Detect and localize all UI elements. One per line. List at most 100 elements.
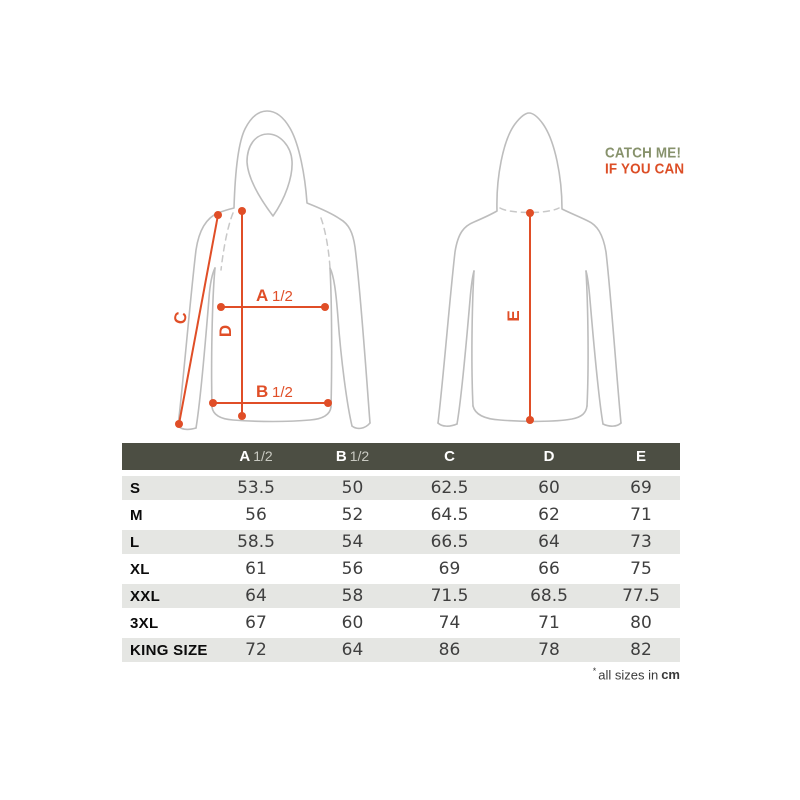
measurement-value: 53.5	[237, 478, 275, 498]
back-silhouette-outline	[437, 112, 622, 424]
back-collar-seam	[499, 207, 560, 214]
column-header-d: D	[496, 448, 602, 465]
measurement-b: B 1/2	[209, 382, 332, 407]
measurement-value: 71.5	[430, 586, 469, 606]
footnote-text: all sizes in	[598, 667, 659, 683]
column-letter: E	[635, 448, 646, 465]
back-right-sleeve-inner	[585, 270, 604, 425]
measurement-value: 78	[538, 640, 560, 660]
front-hood-opening	[246, 133, 293, 217]
measurement-value: 62	[538, 505, 560, 525]
measurement-label-a: A	[256, 286, 268, 305]
measurement-value: 56	[341, 559, 364, 579]
front-right-sleeve-inner	[329, 267, 353, 427]
size-table-body: S 53.5 50 62.5 60 69 M 56 52 64.5 62 71 L 58.5 54 66.5 6…	[122, 476, 680, 662]
measurement-dot	[214, 211, 222, 219]
measurement-dot	[209, 399, 217, 407]
back-right-cuff	[602, 422, 622, 427]
brand-slogan-line1: CATCH ME!	[605, 143, 682, 161]
measurement-value: 50	[341, 478, 364, 498]
size-row-m: M 56 52 64.5 62 71	[122, 503, 680, 527]
measurement-value: 73	[630, 532, 652, 552]
front-right-armhole-seam	[320, 217, 331, 269]
measurement-value: 66.5	[430, 532, 469, 552]
front-hem	[211, 406, 332, 423]
measurement-value: 64	[538, 532, 560, 552]
measurement-dot	[526, 209, 534, 217]
measurement-value: 69	[438, 559, 461, 579]
column-letter: D	[543, 448, 555, 465]
measurement-value: 64	[341, 640, 364, 660]
back-left-sleeve-inner	[456, 270, 475, 425]
size-label: XXL	[130, 587, 161, 605]
measurement-value: 66	[538, 559, 560, 579]
hoodie-back-view: E	[437, 112, 622, 427]
size-label: KING SIZE	[130, 641, 208, 659]
measurement-dot	[526, 416, 534, 424]
size-table: A 1/2 B 1/2 C D E S 53.5 50 62.5 60 69 M 56 52 64.5 62 71…	[122, 443, 680, 665]
measurement-dot	[238, 412, 246, 420]
measurement-fraction-a: 1/2	[272, 288, 293, 305]
size-label: XL	[130, 560, 150, 578]
measurement-value: 60	[538, 478, 560, 498]
size-row-xl: XL 61 56 69 66 75	[122, 557, 680, 581]
back-left-body-side	[471, 270, 475, 407]
column-header-a: A 1/2	[210, 448, 302, 465]
measurement-label-b: B	[256, 382, 268, 401]
measurement-value: 64	[245, 586, 267, 606]
measurement-label-d: D	[216, 325, 235, 337]
measurement-value: 74	[438, 613, 461, 633]
size-table-header: A 1/2 B 1/2 C D E	[122, 443, 680, 470]
footnote-unit: cm	[661, 667, 680, 683]
front-right-cuff	[351, 422, 371, 430]
size-label: 3XL	[130, 614, 159, 632]
measurement-c: C	[170, 211, 222, 428]
front-left-body-side	[210, 267, 216, 408]
column-letter: B	[335, 448, 347, 465]
size-label: M	[130, 506, 143, 524]
hoodie-measurement-diagram: A 1/2 B 1/2 C	[170, 110, 622, 431]
measurement-value: 72	[245, 640, 267, 660]
back-right-body-side	[585, 270, 589, 407]
column-letter: C	[444, 448, 455, 465]
measurement-label-c: C	[170, 310, 191, 325]
back-hem	[472, 405, 588, 423]
measurement-dot	[324, 399, 332, 407]
size-row-xxl: XXL 64 58 71.5 68.5 77.5	[122, 584, 680, 608]
measurement-value: 58	[341, 586, 364, 606]
measurement-value: 61	[245, 559, 267, 579]
size-row-l: L 58.5 54 66.5 64 73	[122, 530, 680, 554]
size-row-king-size: KING SIZE 72 64 86 78 82	[122, 638, 680, 662]
units-footnote: * all sizes in cm	[593, 666, 680, 682]
measurement-value: 71	[630, 505, 652, 525]
front-silhouette-outline	[177, 110, 371, 427]
front-left-sleeve-inner	[195, 267, 216, 429]
column-fraction: 1/2	[253, 448, 273, 464]
column-header-b: B 1/2	[302, 448, 403, 465]
measurement-value: 67	[245, 613, 267, 633]
measurement-fraction-b: 1/2	[272, 384, 293, 401]
hoodie-front-view: A 1/2 B 1/2 C	[170, 110, 371, 431]
column-letter: A	[239, 448, 251, 465]
measurement-dot	[321, 303, 329, 311]
measurement-label-e: E	[504, 310, 523, 321]
measurement-value: 71	[538, 613, 560, 633]
measurement-value: 80	[630, 613, 652, 633]
back-left-cuff	[437, 422, 458, 427]
measurement-value: 58.5	[237, 532, 275, 552]
column-fraction: 1/2	[349, 448, 370, 464]
measurement-value: 82	[630, 640, 652, 660]
front-right-body-side	[329, 267, 333, 408]
measurement-value: 60	[341, 613, 364, 633]
measurement-value: 68.5	[530, 586, 568, 606]
measurement-e: E	[504, 209, 534, 424]
measurement-value: 64.5	[430, 505, 469, 525]
measurement-value: 56	[245, 505, 267, 525]
measurement-line-c	[178, 214, 219, 425]
measurement-value: 86	[438, 640, 461, 660]
measurement-dot	[238, 207, 246, 215]
size-row-3xl: 3XL 67 60 74 71 80	[122, 611, 680, 635]
size-label: S	[130, 479, 141, 497]
measurement-value: 52	[341, 505, 364, 525]
